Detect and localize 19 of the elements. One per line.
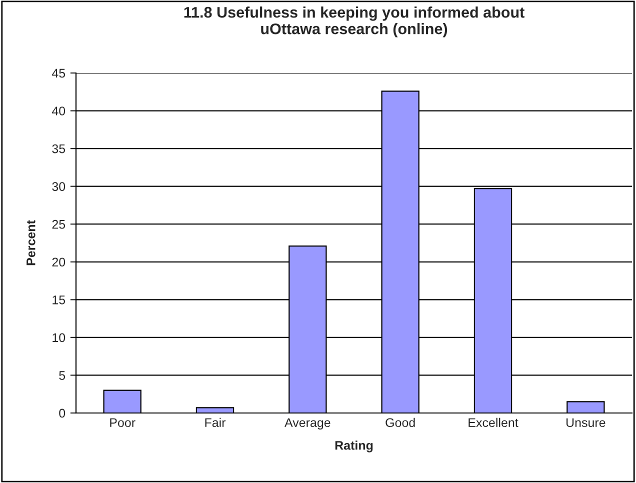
x-tick-label: Average — [284, 418, 330, 430]
x-tick-label: Good — [386, 418, 415, 428]
x-axis-title: Rating — [335, 440, 373, 452]
y-tick-label: 35 — [52, 144, 66, 154]
y-tick-label: 5 — [59, 371, 66, 380]
y-tick-label: 10 — [52, 333, 66, 342]
y-tick-label: 25 — [52, 220, 66, 229]
x-tick-label: Poor — [110, 418, 136, 428]
x-tick-label: Excellent — [468, 418, 518, 428]
y-tick-label: 0 — [59, 408, 66, 418]
y-tick-label: 40 — [52, 106, 66, 116]
x-tick-label: Fair — [205, 418, 226, 428]
y-axis-title: Percent — [26, 220, 36, 266]
chart-title: 11.8 Usefulness in keeping you informed about uOttawa research (online) — [184, 6, 524, 38]
y-tick-label: 20 — [52, 258, 66, 267]
y-tick-label: 15 — [52, 296, 66, 304]
y-tick-label: 30 — [52, 182, 66, 191]
x-tick-label: Unsure — [566, 418, 606, 428]
y-tick-label: 45 — [52, 68, 66, 78]
